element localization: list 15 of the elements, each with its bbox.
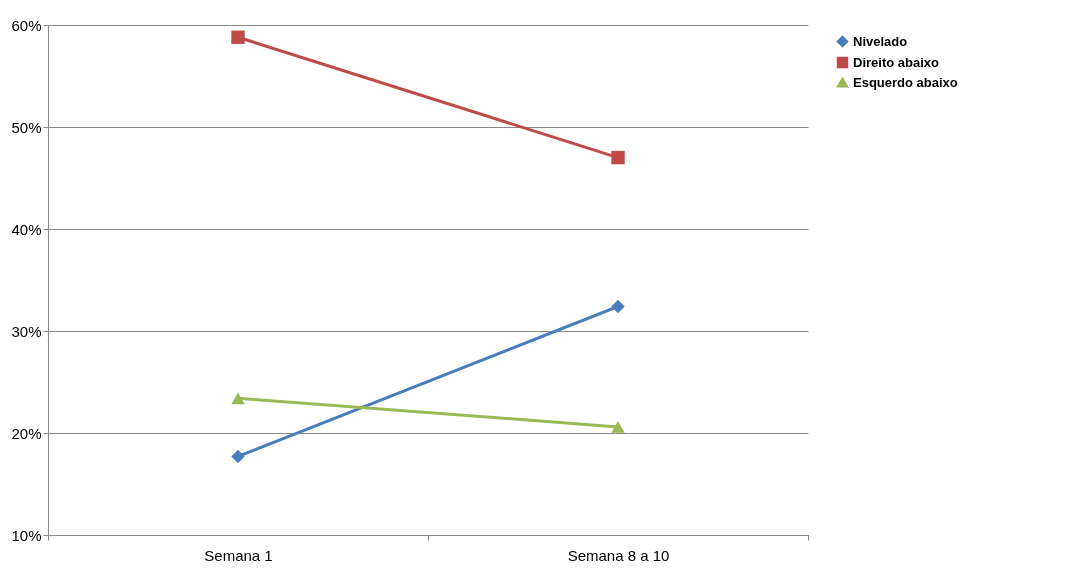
point <box>611 299 625 314</box>
legend-label: Esquerdo abaixo <box>853 74 958 90</box>
point <box>231 449 245 464</box>
y-tick-label: 40% <box>11 220 42 238</box>
legend-label: Nivelado <box>853 33 908 49</box>
y-tick-label: 50% <box>11 118 42 136</box>
y-tick-label: 10% <box>11 526 42 544</box>
y-tick-label: 60% <box>11 16 42 34</box>
point <box>611 150 625 165</box>
y-tick-label: 30% <box>11 322 42 340</box>
point <box>231 30 245 44</box>
x-tick-label: Semana 1 <box>204 546 273 564</box>
x-tick-label: Semana 8 a 10 <box>567 546 670 564</box>
y-tick-label: 20% <box>11 424 42 442</box>
legend-label: Direito abaixo <box>853 54 940 70</box>
